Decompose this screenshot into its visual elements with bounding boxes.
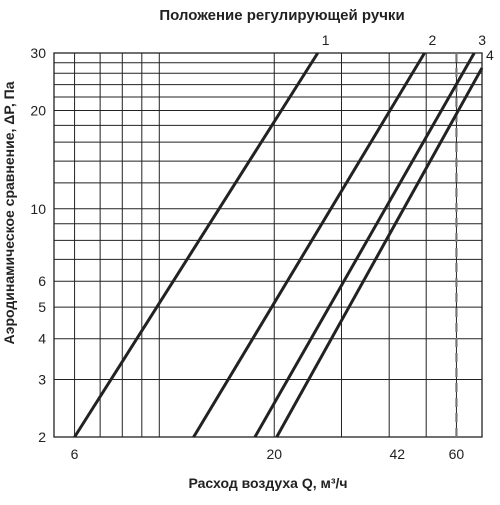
x-tick-label: 6 [71,446,79,462]
series-line-4 [275,67,484,438]
x-tick-label: 20 [266,446,282,462]
series-line-3 [253,52,476,438]
series-line-1 [73,52,320,438]
y-tick-label: 4 [38,331,46,347]
series-label-1: 1 [322,32,330,48]
series-label-3: 3 [478,32,486,48]
y-tick-label: 10 [30,201,46,217]
chart-title: Положение регулирующей ручки [159,7,404,24]
x-axis-title: Расход воздуха Q, м³/ч [188,475,347,491]
y-axis-title: Аэродинамическое сравнение, ΔP, Па [1,81,17,344]
series-line-2 [192,52,426,438]
x-tick-label: 42 [389,446,405,462]
series-layer: 1 2 34 [73,32,494,438]
x-tick-label: 60 [449,446,465,462]
plot-frame [53,52,483,438]
y-tick-label: 2 [38,429,46,445]
y-tick-label: 5 [38,299,46,315]
grid-layer [53,52,483,438]
y-tick-label: 3 [38,372,46,388]
y-tick-label: 20 [30,102,46,118]
y-tick-label: 6 [38,273,46,289]
series-label-2: 2 [429,32,437,48]
y-tick-label: 30 [30,45,46,61]
series-label-4: 4 [486,47,494,63]
tick-layer: 6 20 42 60 2 3 4 5 6 10 20 30 [30,45,464,462]
